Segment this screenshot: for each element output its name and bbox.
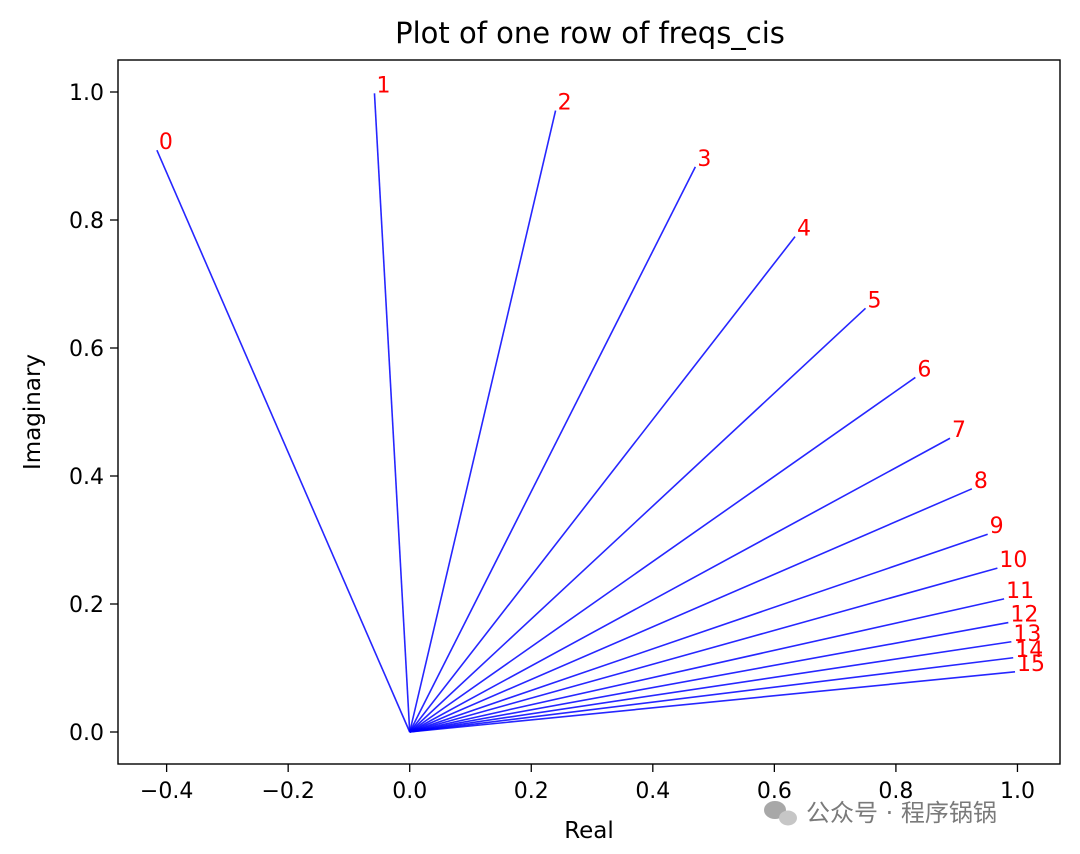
vector-line-10 [409,567,998,733]
point-label-6: 6 [917,357,931,382]
x-tick-label: 0.4 [635,779,670,804]
y-tick-label: 0.6 [69,337,104,362]
wechat-icon [764,801,797,826]
vector-line-8 [409,488,973,733]
point-label-11: 11 [1006,579,1034,604]
vector-line-12 [409,621,1009,733]
vector-line-2 [408,110,557,733]
y-tick-label: 0.4 [69,465,104,490]
vector-line-15 [409,671,1016,733]
x-tick-label: 0.0 [392,779,427,804]
vector-line-1 [373,93,411,733]
point-label-3: 3 [697,147,711,172]
vector-line-9 [409,533,988,733]
point-label-4: 4 [797,217,811,242]
vector-line-5 [409,307,867,733]
series-lines [156,93,1016,733]
x-tick-label: −0.4 [140,779,193,804]
vector-line-4 [409,236,796,733]
x-tick-label: 0.2 [514,779,549,804]
vector-line-7 [409,437,951,733]
y-tick-label: 0.2 [69,593,104,618]
vector-line-14 [409,656,1014,733]
vector-line-3 [409,166,697,733]
y-tick-label: 0.8 [69,209,104,234]
vector-line-6 [409,376,916,733]
point-label-0: 0 [159,130,173,155]
point-label-13: 13 [1013,622,1041,647]
point-label-12: 12 [1010,603,1038,628]
vector-line-13 [409,640,1012,733]
x-tick-label: 0.8 [878,779,913,804]
y-tick-label: 1.0 [69,81,104,106]
x-tick-label: −0.2 [261,779,314,804]
plot-frame [117,59,1061,765]
y-ticks: 0.0 0.2 0.4 0.6 0.8 1.0 [69,81,118,746]
x-ticks: −0.4 −0.2 0.0 0.2 0.4 0.6 0.8 1.0 [140,764,1035,804]
watermark: 公众号 · 程序锅锅 [764,799,997,827]
point-label-2: 2 [558,91,572,116]
point-label-7: 7 [952,418,966,443]
y-tick-label: 0.0 [69,721,104,746]
x-axis-label: Real [564,818,614,844]
chart-title: Plot of one row of freqs_cis [395,16,785,50]
watermark-text: 公众号 · 程序锅锅 [806,799,997,827]
point-label-9: 9 [990,514,1004,539]
point-label-15: 15 [1017,652,1045,677]
x-tick-label: 1.0 [1000,779,1035,804]
x-tick-label: 0.6 [757,779,792,804]
point-label-1: 1 [376,73,390,98]
vector-line-0 [156,149,411,733]
vector-line-11 [409,598,1005,733]
point-label-14: 14 [1015,638,1043,663]
point-label-5: 5 [868,288,882,313]
y-axis-label: Imaginary [20,354,46,470]
point-label-8: 8 [974,469,988,494]
point-label-10: 10 [999,548,1027,573]
